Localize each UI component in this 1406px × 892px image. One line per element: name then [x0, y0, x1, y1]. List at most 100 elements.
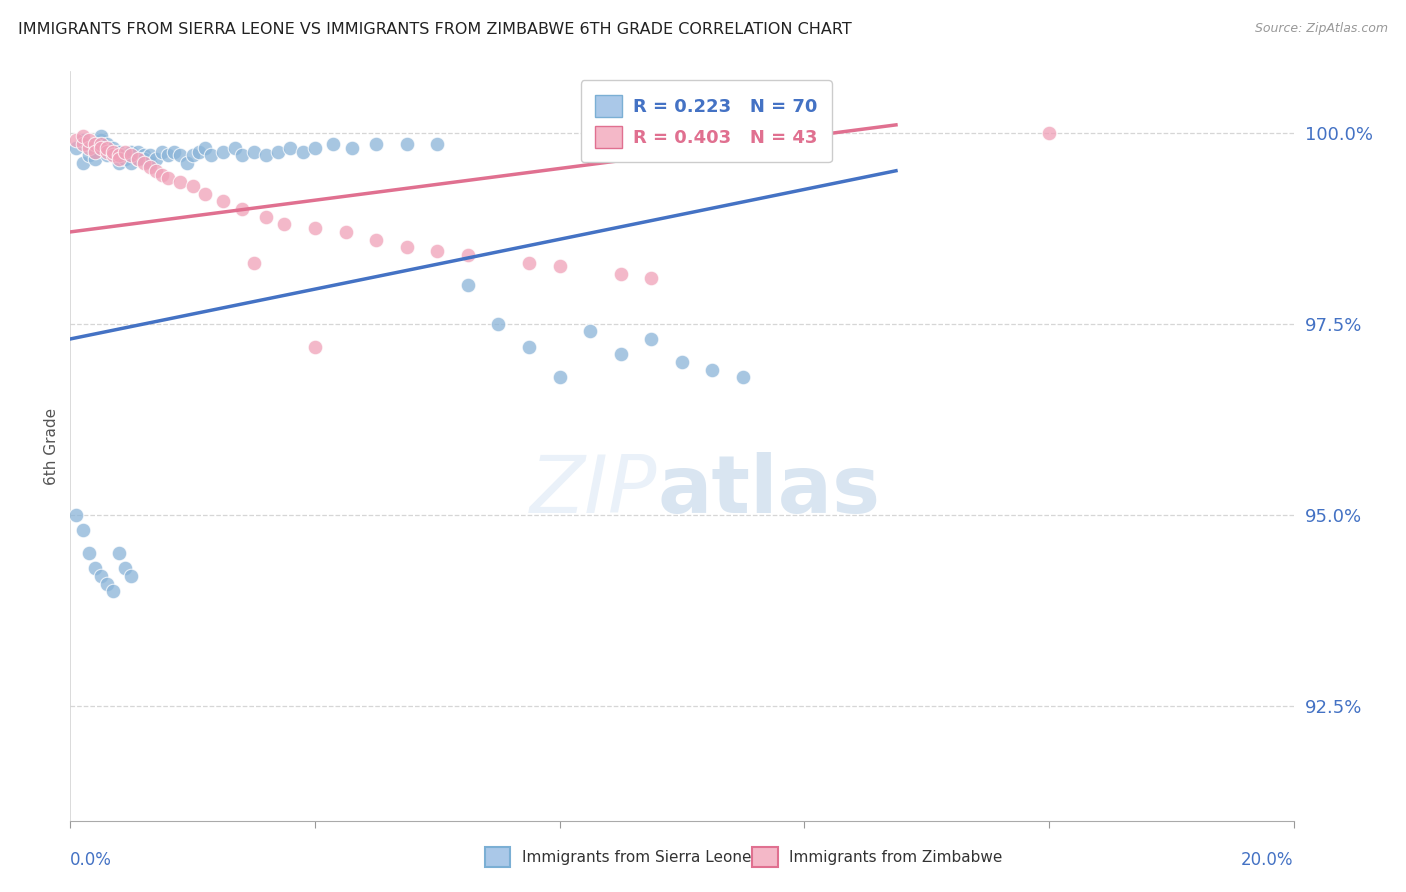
Point	[243, 145, 266, 159]
Point	[90, 133, 112, 147]
Point	[702, 362, 724, 376]
Point	[114, 153, 136, 167]
Point	[127, 145, 149, 159]
Point	[96, 148, 118, 162]
Point	[579, 324, 602, 338]
Point	[304, 141, 326, 155]
Point	[517, 340, 540, 354]
Point	[96, 141, 118, 155]
Point	[72, 523, 94, 537]
Point	[90, 129, 112, 144]
Point	[132, 156, 155, 170]
Point	[640, 270, 662, 285]
Point	[366, 136, 388, 151]
Point	[72, 133, 94, 147]
Point	[90, 136, 112, 151]
Point	[181, 148, 204, 162]
Point	[304, 221, 326, 235]
Point	[187, 145, 209, 159]
Point	[114, 561, 136, 575]
Point	[145, 163, 167, 178]
Point	[114, 148, 136, 162]
Text: Immigrants from Zimbabwe: Immigrants from Zimbabwe	[789, 850, 1002, 864]
Point	[181, 179, 204, 194]
Point	[157, 148, 180, 162]
Point	[83, 561, 105, 575]
Point	[101, 148, 124, 162]
Point	[96, 576, 118, 591]
Point	[108, 145, 131, 159]
Point	[231, 202, 253, 216]
Point	[733, 370, 755, 384]
Point	[90, 569, 112, 583]
Point	[90, 141, 112, 155]
Point	[395, 136, 418, 151]
Point	[212, 145, 235, 159]
Point	[231, 148, 253, 162]
Point	[96, 136, 118, 151]
Point	[267, 145, 290, 159]
Text: ZIP: ZIP	[530, 452, 658, 530]
Point	[72, 156, 94, 170]
Point	[169, 175, 191, 189]
Text: IMMIGRANTS FROM SIERRA LEONE VS IMMIGRANTS FROM ZIMBABWE 6TH GRADE CORRELATION C: IMMIGRANTS FROM SIERRA LEONE VS IMMIGRAN…	[18, 22, 852, 37]
Point	[127, 153, 149, 167]
Point	[77, 133, 100, 147]
Point	[114, 145, 136, 159]
Point	[90, 141, 112, 155]
Point	[457, 278, 479, 293]
Point	[340, 141, 363, 155]
Point	[127, 153, 149, 167]
Text: atlas: atlas	[658, 452, 880, 530]
Point	[83, 136, 105, 151]
Point	[610, 267, 633, 281]
Point	[322, 136, 344, 151]
Point	[101, 145, 124, 159]
Point	[83, 145, 105, 159]
Point	[194, 186, 217, 201]
Legend: R = 0.223   N = 70, R = 0.403   N = 43: R = 0.223 N = 70, R = 0.403 N = 43	[581, 80, 832, 162]
Point	[395, 240, 418, 254]
Point	[101, 584, 124, 599]
Point	[77, 546, 100, 560]
Point	[224, 141, 246, 155]
Point	[1038, 126, 1060, 140]
Point	[254, 148, 277, 162]
Point	[145, 153, 167, 167]
Point	[426, 136, 449, 151]
Point	[108, 156, 131, 170]
Point	[640, 332, 662, 346]
Point	[157, 171, 180, 186]
Text: 20.0%: 20.0%	[1241, 851, 1294, 869]
Point	[194, 141, 217, 155]
Point	[96, 145, 118, 159]
Point	[65, 133, 87, 147]
Point	[108, 148, 131, 162]
Text: Source: ZipAtlas.com: Source: ZipAtlas.com	[1254, 22, 1388, 36]
Point	[132, 153, 155, 167]
Point	[610, 347, 633, 361]
Point	[139, 156, 162, 170]
Point	[273, 217, 295, 231]
Point	[72, 136, 94, 151]
Point	[65, 508, 87, 522]
Point	[212, 194, 235, 209]
Point	[101, 141, 124, 155]
Point	[139, 160, 162, 174]
Point	[200, 148, 222, 162]
Point	[108, 153, 131, 167]
Point	[366, 233, 388, 247]
Point	[457, 248, 479, 262]
Point	[121, 569, 143, 583]
Point	[169, 148, 191, 162]
Text: Immigrants from Sierra Leone: Immigrants from Sierra Leone	[522, 850, 751, 864]
Y-axis label: 6th Grade: 6th Grade	[44, 408, 59, 484]
Point	[121, 156, 143, 170]
Point	[132, 148, 155, 162]
Point	[254, 210, 277, 224]
Point	[150, 168, 173, 182]
Point	[304, 340, 326, 354]
Point	[163, 145, 186, 159]
Point	[426, 244, 449, 258]
Point	[77, 136, 100, 151]
